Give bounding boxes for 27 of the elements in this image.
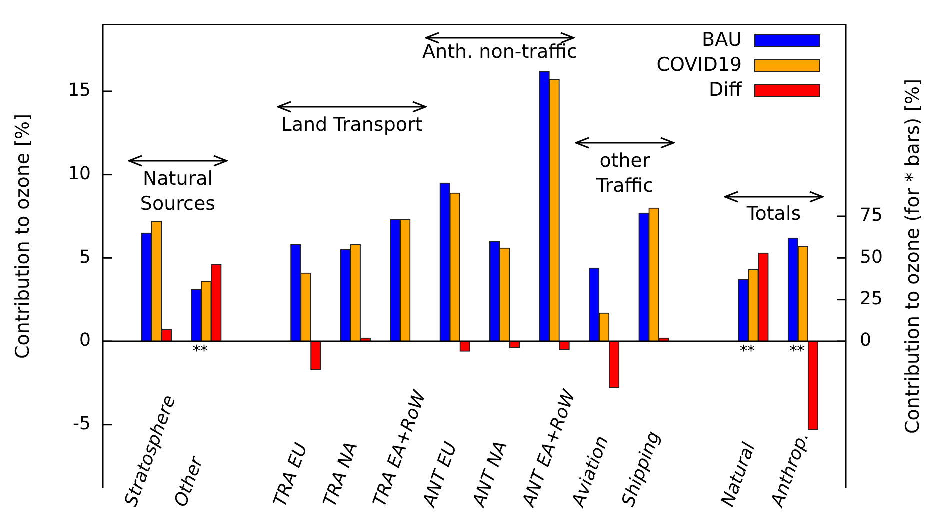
annotation: Land Transport xyxy=(280,113,424,138)
annotation: Natural Sources xyxy=(139,167,217,217)
y-tick-label: 0 xyxy=(80,330,91,352)
legend-label: BAU xyxy=(702,28,742,51)
y2-tick-label: 75 xyxy=(860,205,883,226)
legend-label: Diff xyxy=(709,78,743,101)
x-tick-label: TRA NA xyxy=(320,439,362,510)
y-tick-label: -5 xyxy=(73,414,91,435)
y2-tick-label: 50 xyxy=(860,246,883,268)
y2-tick-label: 0 xyxy=(860,330,872,352)
annotation: Totals xyxy=(746,202,802,227)
legend-label: COVID19 xyxy=(656,54,742,76)
y2-axis-title: Contribution to ozone (for * bars) [%] xyxy=(902,79,924,434)
y-tick-label: 10 xyxy=(68,163,91,184)
y-tick-label: 5 xyxy=(80,246,91,268)
annotation: ** xyxy=(740,342,756,360)
y-tick-label: 15 xyxy=(68,80,91,102)
annotation: other Traffic xyxy=(595,149,655,199)
x-tick-label: Other xyxy=(170,453,208,510)
annotation: ** xyxy=(192,342,208,360)
x-tick-label: ANT EU xyxy=(418,440,462,511)
y-axis-title: Contribution to ozone [%] xyxy=(12,114,34,359)
annotation: ** xyxy=(790,342,806,360)
x-tick-label: ANT NA xyxy=(468,438,512,511)
y2-tick-label: 25 xyxy=(860,288,883,310)
annotation: Anth. non-traffic xyxy=(422,40,578,65)
x-tick-label: TRA EU xyxy=(270,440,312,510)
